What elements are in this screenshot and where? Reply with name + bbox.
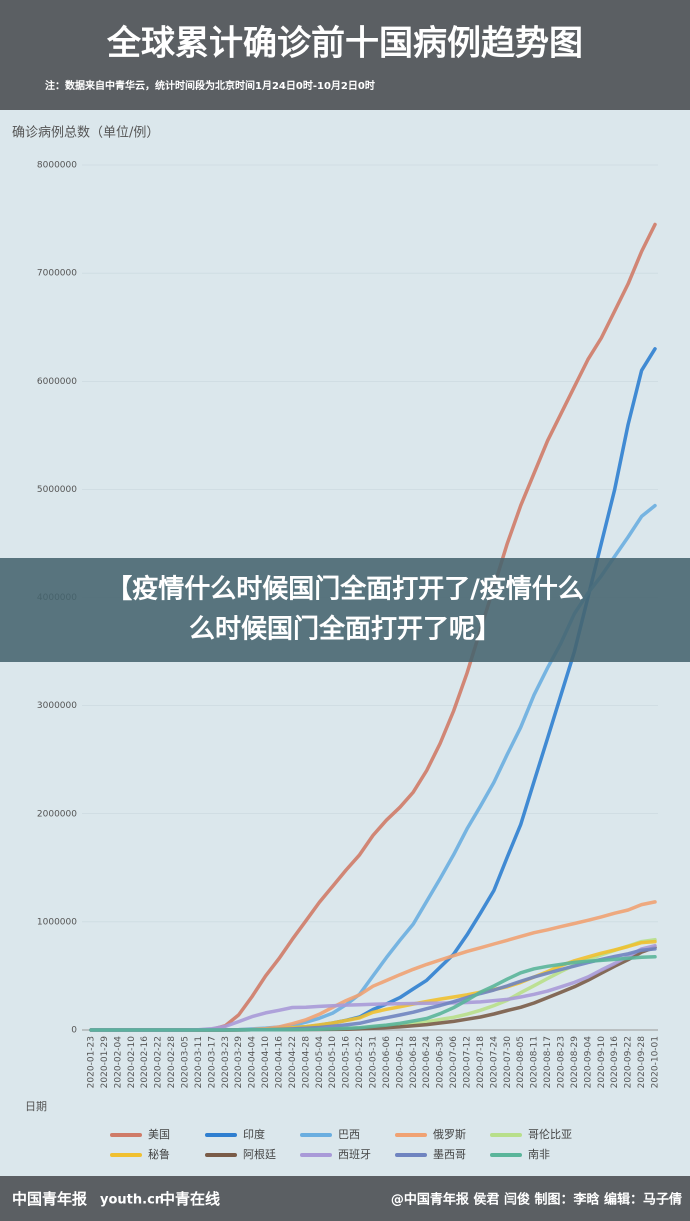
x-tick-label: 2020-09-22 — [624, 1036, 634, 1088]
chart-subtitle: 注：数据来自中青华云，统计时间段为北京时间1月24日0时-10月2日0时 — [45, 79, 375, 92]
x-tick-label: 2020-08-29 — [570, 1036, 580, 1089]
footer — [0, 1176, 690, 1221]
y-tick-label: 6000000 — [37, 377, 77, 387]
x-tick-label: 2020-07-12 — [463, 1036, 473, 1088]
footer-logo: 中青在线 — [160, 1190, 220, 1208]
chart-title: 全球累计确诊前十国病例趋势图 — [106, 24, 583, 64]
legend-label: 哥伦比亚 — [528, 1127, 572, 1141]
x-axis-title: 日期 — [25, 1100, 47, 1113]
x-tick-label: 2020-08-11 — [530, 1036, 540, 1088]
x-tick-label: 2020-07-06 — [449, 1036, 459, 1089]
footer-logo: 中国青年报 — [12, 1190, 87, 1208]
x-tick-label: 2020-10-01 — [651, 1036, 661, 1088]
legend-label: 阿根廷 — [243, 1147, 276, 1161]
x-tick-label: 2020-05-22 — [355, 1036, 365, 1088]
legend-label: 西班牙 — [338, 1148, 371, 1161]
y-tick-label: 3000000 — [37, 701, 77, 711]
x-tick-label: 2020-02-04 — [113, 1036, 123, 1089]
x-tick-label: 2020-04-10 — [261, 1036, 271, 1089]
x-tick-label: 2020-05-04 — [315, 1036, 325, 1089]
header — [0, 0, 690, 110]
y-tick-label: 7000000 — [37, 269, 77, 279]
x-tick-label: 2020-02-22 — [154, 1036, 164, 1088]
x-tick-label: 2020-05-16 — [342, 1036, 352, 1089]
x-tick-label: 2020-01-29 — [100, 1036, 110, 1089]
x-tick-label: 2020-09-16 — [610, 1036, 620, 1089]
banner-text: 么时候国门全面打开了呢】 — [189, 614, 501, 645]
x-tick-label: 2020-04-16 — [275, 1036, 285, 1089]
x-tick-label: 2020-06-24 — [422, 1036, 432, 1089]
legend-label: 巴西 — [338, 1128, 360, 1141]
x-tick-label: 2020-04-22 — [288, 1036, 298, 1088]
x-tick-label: 2020-04-04 — [248, 1036, 258, 1089]
x-tick-label: 2020-03-29 — [234, 1036, 244, 1089]
x-tick-label: 2020-09-04 — [583, 1036, 593, 1089]
x-tick-label: 2020-05-10 — [328, 1036, 338, 1089]
legend-label: 俄罗斯 — [433, 1128, 466, 1141]
x-tick-label: 2020-07-24 — [489, 1036, 499, 1089]
legend-label: 南非 — [528, 1148, 550, 1161]
x-tick-label: 2020-03-11 — [194, 1036, 204, 1088]
x-tick-label: 2020-02-28 — [167, 1036, 177, 1089]
x-tick-label: 2020-05-31 — [369, 1036, 379, 1088]
legend-label: 秘鲁 — [148, 1147, 170, 1161]
banner — [0, 558, 690, 662]
series-line — [89, 955, 657, 1032]
footer-credit: @中国青年报 侯君 闫俊 制图：李晗 编辑：马子倩 — [391, 1192, 682, 1208]
y-tick-label: 1000000 — [37, 917, 77, 927]
x-tick-label: 2020-07-18 — [476, 1036, 486, 1089]
x-tick-label: 2020-07-30 — [503, 1036, 513, 1089]
x-tick-label: 2020-03-05 — [181, 1036, 191, 1088]
x-tick-label: 2020-06-30 — [436, 1036, 446, 1089]
y-tick-label: 2000000 — [37, 809, 77, 819]
y-tick-label: 0 — [71, 1026, 77, 1036]
x-tick-label: 2020-04-28 — [301, 1036, 311, 1089]
legend-label: 美国 — [148, 1128, 170, 1141]
legend-label: 印度 — [243, 1127, 265, 1141]
y-axis-title: 确诊病例总数（单位/例） — [12, 126, 159, 141]
x-tick-label: 2020-06-06 — [382, 1036, 392, 1089]
x-tick-label: 2020-08-23 — [557, 1036, 567, 1088]
footer-logo: youth.cn — [100, 1193, 164, 1208]
x-tick-label: 2020-09-28 — [637, 1036, 647, 1089]
x-tick-label: 2020-08-05 — [516, 1036, 526, 1088]
x-tick-label: 2020-09-10 — [597, 1036, 607, 1089]
x-tick-label: 2020-03-17 — [207, 1036, 217, 1088]
x-tick-label: 2020-06-18 — [409, 1036, 419, 1089]
legend-label: 墨西哥 — [433, 1148, 466, 1161]
x-tick-label: 2020-08-17 — [543, 1036, 553, 1088]
banner-text: 【疫情什么时候国门全面打开了/疫情什么 — [106, 574, 584, 605]
y-tick-label: 5000000 — [37, 485, 77, 495]
y-tick-label: 8000000 — [37, 161, 77, 171]
x-tick-label: 2020-02-16 — [140, 1036, 150, 1089]
x-tick-label: 2020-02-10 — [127, 1036, 137, 1089]
x-tick-label: 2020-06-12 — [395, 1036, 405, 1088]
x-tick-label: 2020-03-23 — [221, 1036, 231, 1088]
x-tick-label: 2020-01-23 — [87, 1036, 97, 1088]
